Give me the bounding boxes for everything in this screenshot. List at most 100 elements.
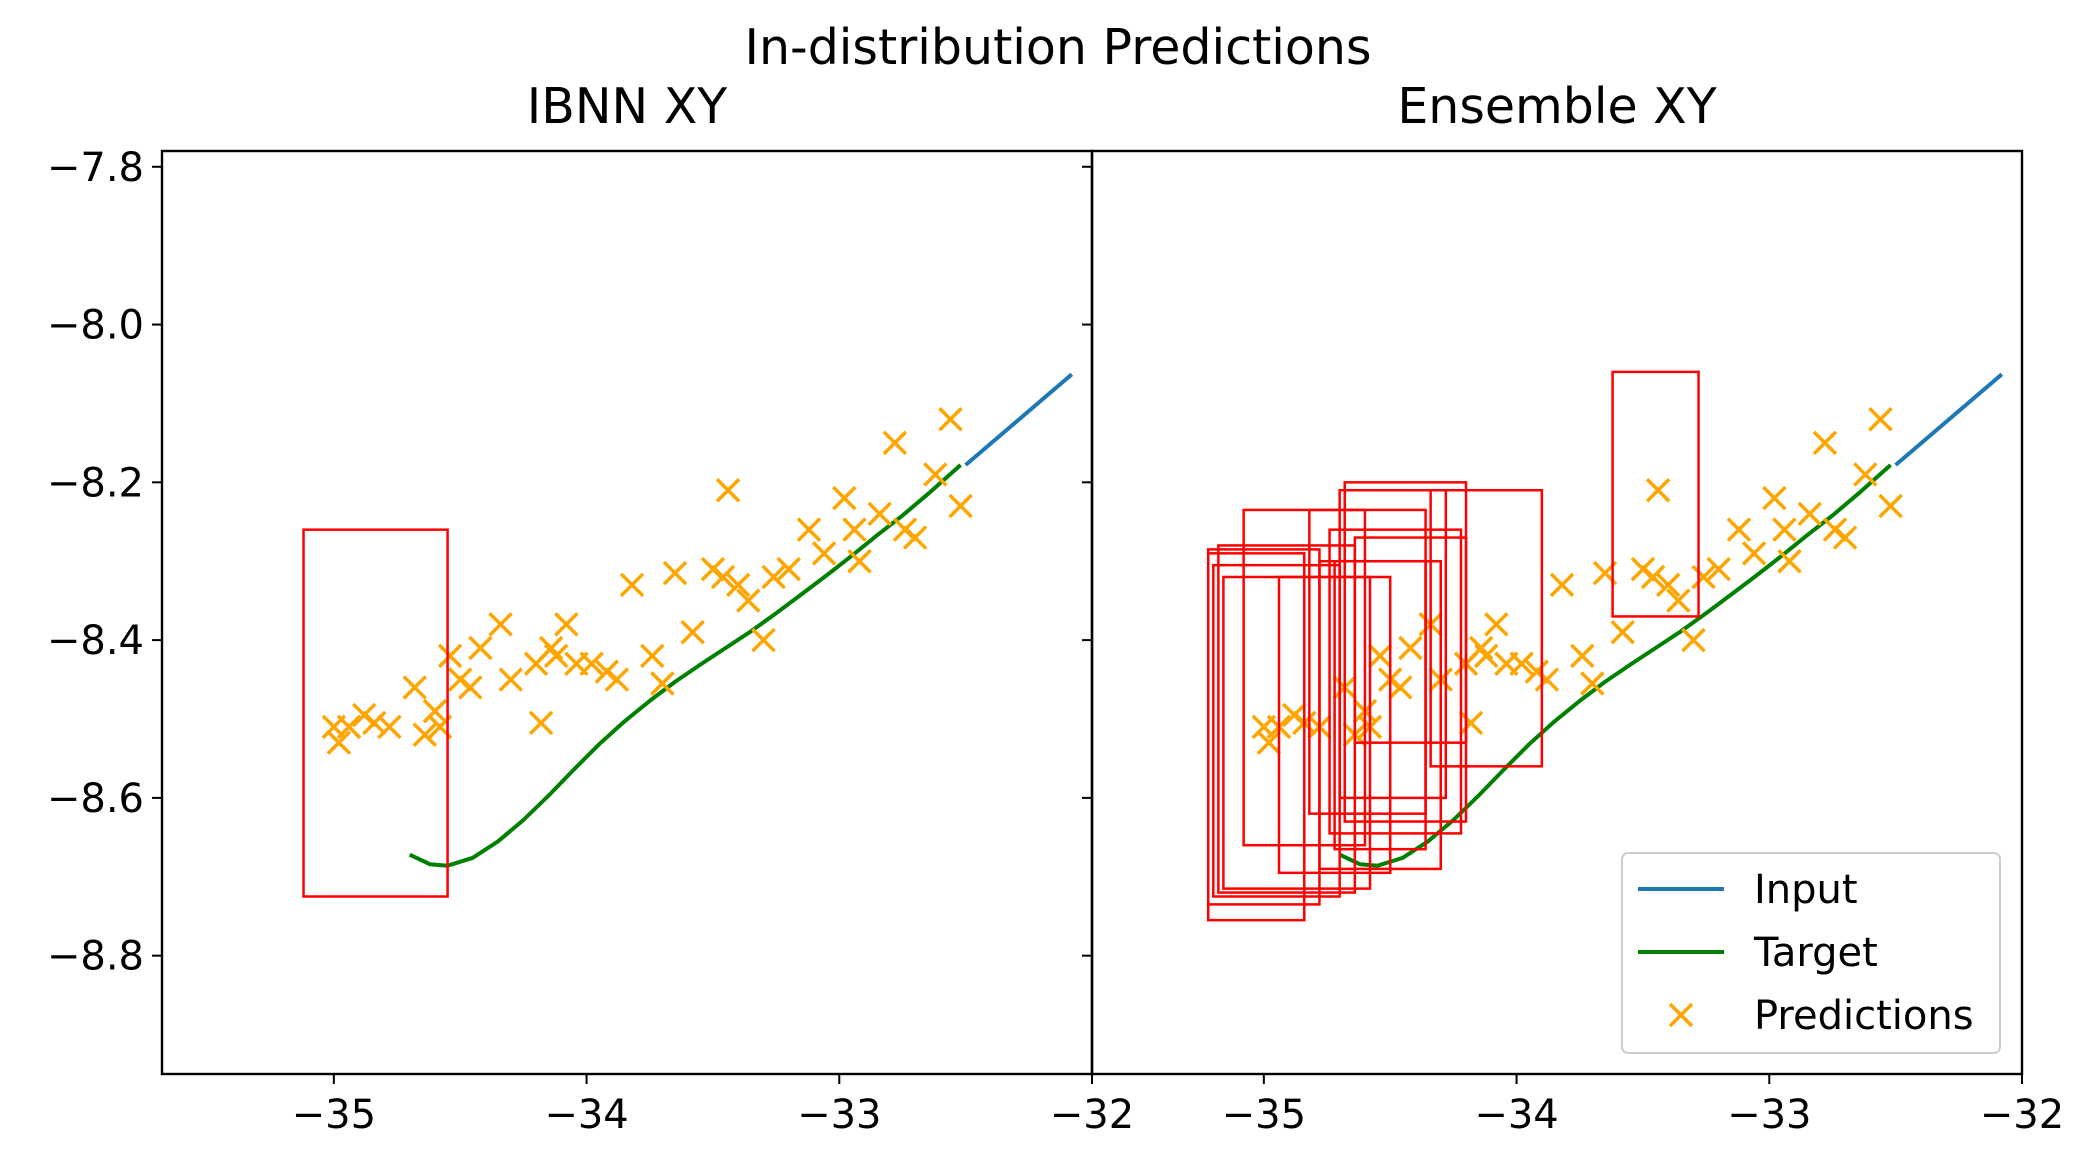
legend: Input Target Predictions [1621,852,2001,1054]
x-tick-label: −33 [1727,1092,1811,1138]
y-tick-label: −8.4 [47,618,144,664]
prediction-box [1328,528,1463,835]
prediction-marker [488,612,513,637]
prediction-marker [725,572,751,598]
prediction-box [1333,559,1427,851]
prediction-box [302,528,449,898]
prediction-marker [1706,556,1731,582]
prediction-marker [458,675,483,700]
panel-title: IBNN XY [527,78,729,135]
input-line [964,372,1074,467]
prediction-marker [1853,462,1878,487]
y-tick-label: −8.6 [47,776,144,822]
prediction-marker [1640,564,1666,590]
prediction-marker [1681,627,1706,653]
prediction-marker [1777,548,1802,574]
prediction-marker [847,548,872,574]
prediction-marker [1534,667,1560,692]
prediction-marker [811,541,837,566]
target-line [1338,463,1892,868]
legend-label: Predictions [1754,993,1974,1039]
prediction-box [1242,508,1367,847]
y-tick-label: −8.2 [47,460,144,506]
prediction-marker [1570,643,1595,669]
y-tick-label: −8.0 [47,303,144,349]
x-tick-label: −33 [797,1092,881,1138]
prediction-marker [796,517,822,542]
prediction-marker [751,627,776,653]
axes-frame [160,149,1094,1076]
prediction-marker [1726,517,1752,542]
legend-box [1621,852,2001,1054]
prediction-marker [1580,671,1605,696]
x-tick-label: −35 [1222,1092,1306,1138]
legend-swatch [1668,1002,1694,1028]
panel-ensemble: Ensemble XY −35 −34 −33 −32 [1082,78,2064,1138]
axes-frame [1090,149,2024,1076]
prediction-marker [923,462,948,487]
prediction-marker [650,671,675,696]
prediction-marker [640,643,665,669]
prediction-marker [437,643,463,669]
plot-area [302,372,1074,898]
prediction-box [1338,488,1448,800]
prediction-marker [1812,430,1838,456]
prediction-marker [882,430,908,456]
prediction-marker [1772,517,1797,542]
prediction-marker [1398,635,1423,661]
prediction-marker [326,730,352,755]
prediction-marker [604,667,630,692]
prediction-marker [1645,477,1671,503]
prediction-marker [362,710,387,736]
prediction-marker [736,588,761,613]
prediction-marker [1691,564,1716,590]
prediction-marker [1868,406,1893,432]
prediction-marker [938,406,963,432]
prediction-marker [1666,588,1691,613]
y-tick-label: −7.8 [47,145,144,191]
panel-ibnn: IBNN XY −35 −34 −33 −32 −7.8 −8.0 −8.2 −8.4 −8.6 −… [47,78,1134,1138]
prediction-marker [377,714,402,740]
prediction-marker [1655,572,1681,598]
legend-label: Target [1753,930,1878,976]
prediction-marker [468,635,493,661]
legend-label: Input [1754,867,1858,913]
prediction-marker [1474,643,1499,669]
prediction-marker [1367,643,1393,669]
prediction-marker [1797,501,1822,527]
prediction-marker [1484,612,1509,637]
prediction-marker [776,556,801,582]
prediction-marker [579,651,604,677]
prediction-marker [948,493,973,519]
prediction-marker [1762,485,1787,511]
prediction-marker [662,560,688,586]
x-tick-label: −35 [292,1092,376,1138]
prediction-box [1611,370,1700,618]
prediction-marker [715,477,741,503]
prediction-box [1308,508,1427,815]
prediction-marker [842,517,867,542]
prediction-marker [761,564,786,590]
prediction-marker [402,675,427,700]
figure-suptitle: In-distribution Predictions [745,19,1372,76]
prediction-marker [680,619,705,645]
y-tick-label: −8.8 [47,934,144,980]
prediction-marker [336,714,362,740]
prediction-marker [1256,730,1282,755]
prediction-marker [1741,541,1767,566]
prediction-marker [422,698,448,724]
prediction-marker [619,572,645,598]
prediction-marker [1458,710,1484,736]
prediction-marker [412,722,438,748]
prediction-marker [902,525,928,550]
prediction-marker [544,643,569,669]
prediction-marker [498,667,523,692]
prediction-marker [1509,651,1534,677]
prediction-box [1353,536,1468,744]
prediction-box [1429,488,1544,768]
prediction-marker [1878,493,1903,519]
x-tick-label: −34 [544,1092,628,1138]
prediction-marker [1610,619,1635,645]
prediction-marker [554,612,579,637]
